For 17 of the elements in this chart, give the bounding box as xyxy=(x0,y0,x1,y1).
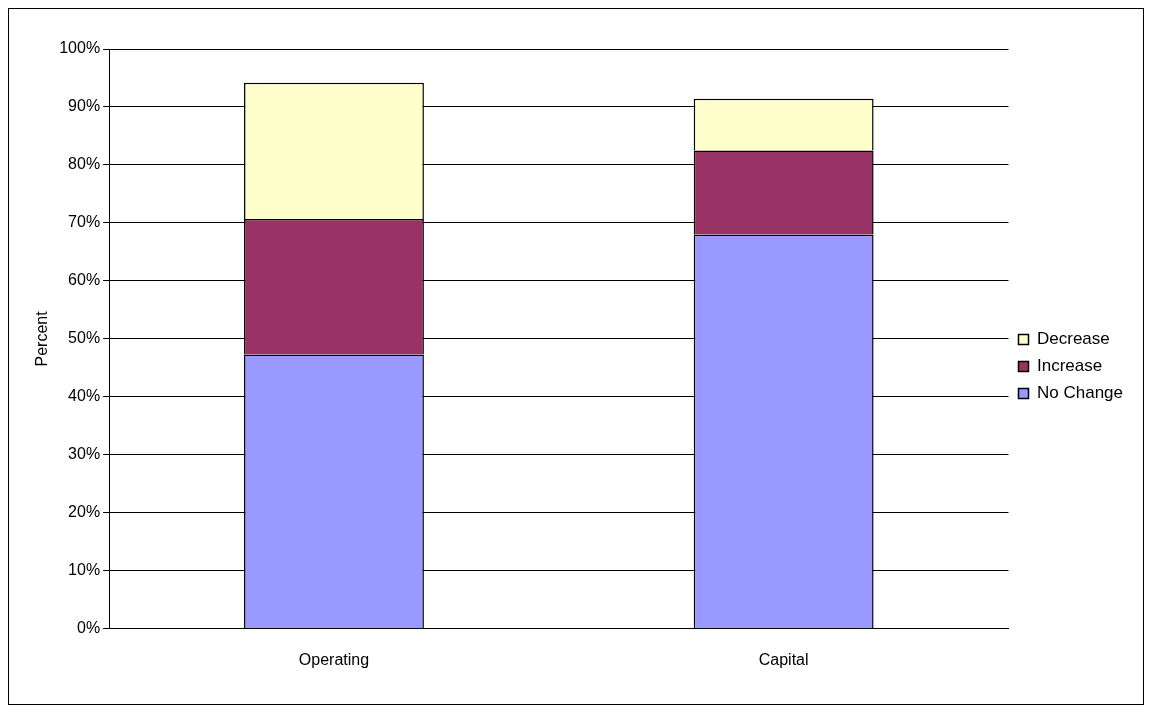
y-tick-label: 20% xyxy=(68,503,101,521)
y-tick-label: 50% xyxy=(68,329,101,347)
y-tick-label: 30% xyxy=(68,445,101,463)
legend-label: Decrease xyxy=(1037,329,1110,349)
legend-label: Increase xyxy=(1037,356,1103,376)
y-tick-label: 0% xyxy=(77,619,101,637)
y-tick-label: 70% xyxy=(68,213,101,231)
y-tick-label: 60% xyxy=(68,271,101,289)
y-tick-label: 100% xyxy=(59,39,101,57)
y-tick-label: 10% xyxy=(68,561,101,579)
y-axis-title: Percent xyxy=(33,310,51,367)
x-tick-label: Capital xyxy=(758,650,809,668)
legend-label: No Change xyxy=(1037,383,1124,403)
y-tick-label: 80% xyxy=(68,155,101,173)
y-tick-label: 90% xyxy=(68,97,101,115)
x-tick-label: Operating xyxy=(298,650,370,668)
y-tick-label: 40% xyxy=(68,387,101,405)
